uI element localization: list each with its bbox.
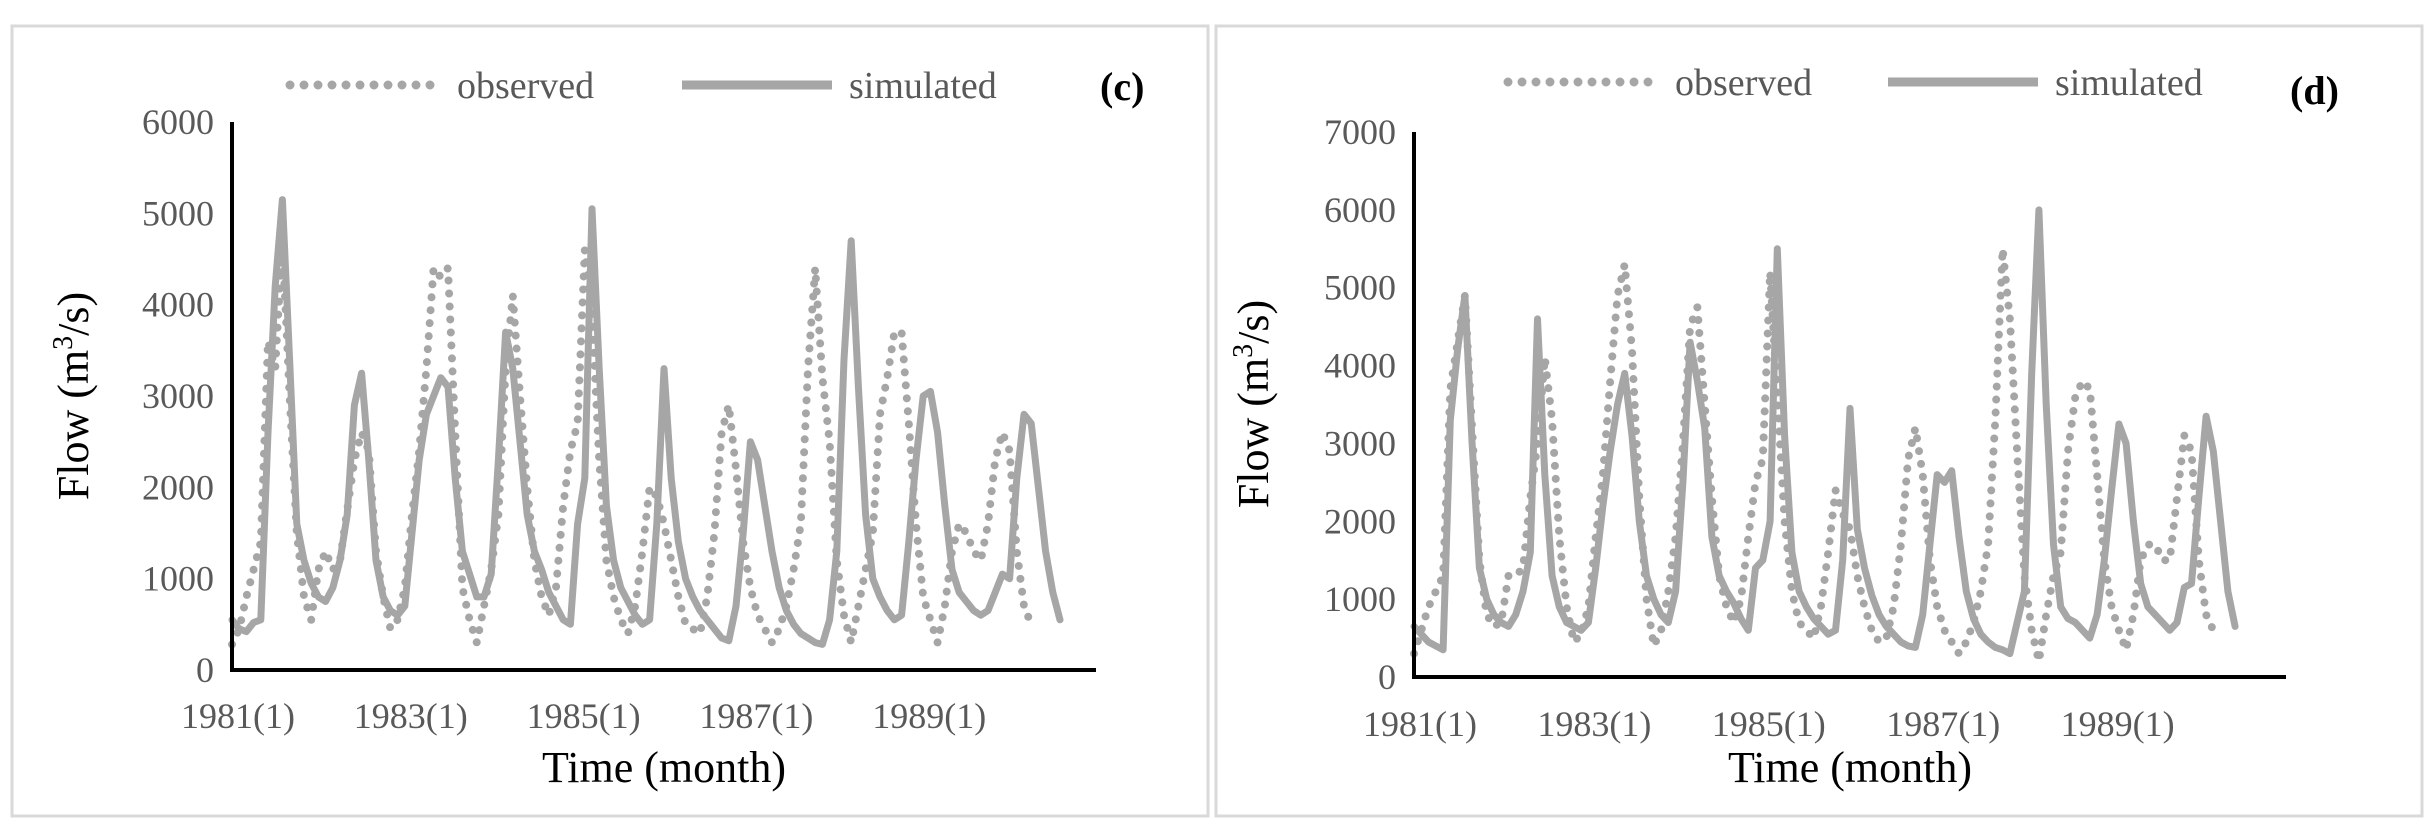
- y-tick-label: 0: [1378, 657, 1396, 697]
- y-tick-label: 2000: [142, 467, 214, 507]
- y-axis-title-base: Flow (m: [1229, 358, 1278, 508]
- x-tick-labels: 1981(1) 1983(1) 1985(1) 1987(1) 1989(1): [181, 696, 986, 736]
- x-tick-label: 1981(1): [181, 696, 295, 736]
- y-axis-title: Flow (m3/s): [1228, 300, 1278, 508]
- series-line-simulated: [228, 196, 1064, 648]
- y-tick-label: 5000: [1324, 268, 1396, 308]
- series-line-observed: [1410, 244, 2225, 666]
- y-tick-label: 0: [196, 650, 214, 690]
- x-axis-title: Time (month): [1728, 743, 1972, 792]
- y-axis-title-tail: /s): [49, 292, 98, 336]
- legend-label-simulated: simulated: [849, 65, 997, 107]
- series-line-simulated: [1410, 206, 2239, 658]
- y-tick-label: 1000: [142, 559, 214, 599]
- y-tick-label: 2000: [1324, 501, 1396, 541]
- x-tick-label: 1983(1): [1537, 704, 1651, 744]
- y-tick-labels: 0 1000 2000 3000 4000 5000 6000 7000: [1324, 112, 1396, 697]
- legend-label-observed: observed: [1675, 62, 1812, 104]
- panel-label: (d): [2290, 68, 2339, 113]
- legend: observed simulated: [1503, 62, 2203, 104]
- series-line-observed: [228, 236, 1036, 649]
- panel-frame: [10, 24, 1210, 818]
- x-tick-label: 1983(1): [354, 696, 468, 736]
- x-axis-title: Time (month): [542, 743, 786, 792]
- y-tick-label: 3000: [1324, 423, 1396, 463]
- y-tick-label: 6000: [142, 102, 214, 142]
- y-axis-title-superscript: 3: [1228, 344, 1259, 358]
- series-lines: [228, 196, 1064, 649]
- chart-panel-d: observed simulated (d) 0 1000 2000 3000 4000…: [1214, 24, 2424, 818]
- y-tick-label: 6000: [1324, 190, 1396, 230]
- chart-panel-c: observed simulated (c) 0 1000 2000 3000 4000…: [10, 24, 1210, 818]
- series-lines: [1410, 206, 2239, 666]
- y-axis-title-tail: /s): [1229, 300, 1278, 344]
- x-tick-label: 1981(1): [1363, 704, 1477, 744]
- panel-frame: [1214, 24, 2424, 818]
- y-axis-title-superscript: 3: [48, 336, 79, 350]
- y-axis-title-base: Flow (m: [49, 350, 98, 500]
- x-tick-labels: 1981(1) 1983(1) 1985(1) 1987(1) 1989(1): [1363, 704, 2175, 744]
- legend-label-simulated: simulated: [2055, 62, 2203, 104]
- legend-label-observed: observed: [457, 65, 594, 107]
- panel-label: (c): [1100, 64, 1144, 109]
- x-tick-label: 1989(1): [2061, 704, 2175, 744]
- x-tick-label: 1987(1): [699, 696, 813, 736]
- x-tick-label: 1989(1): [872, 696, 986, 736]
- y-tick-label: 7000: [1324, 112, 1396, 152]
- legend: observed simulated: [285, 65, 997, 107]
- y-tick-label: 4000: [1324, 346, 1396, 386]
- x-tick-label: 1985(1): [1712, 704, 1826, 744]
- x-tick-label: 1985(1): [527, 696, 641, 736]
- x-tick-label: 1987(1): [1886, 704, 2000, 744]
- y-tick-label: 3000: [142, 376, 214, 416]
- y-tick-label: 5000: [142, 193, 214, 233]
- y-axis-title: Flow (m3/s): [48, 292, 98, 500]
- y-tick-label: 4000: [142, 285, 214, 325]
- y-tick-label: 1000: [1324, 579, 1396, 619]
- y-tick-labels: 0 1000 2000 3000 4000 5000 6000: [142, 102, 214, 690]
